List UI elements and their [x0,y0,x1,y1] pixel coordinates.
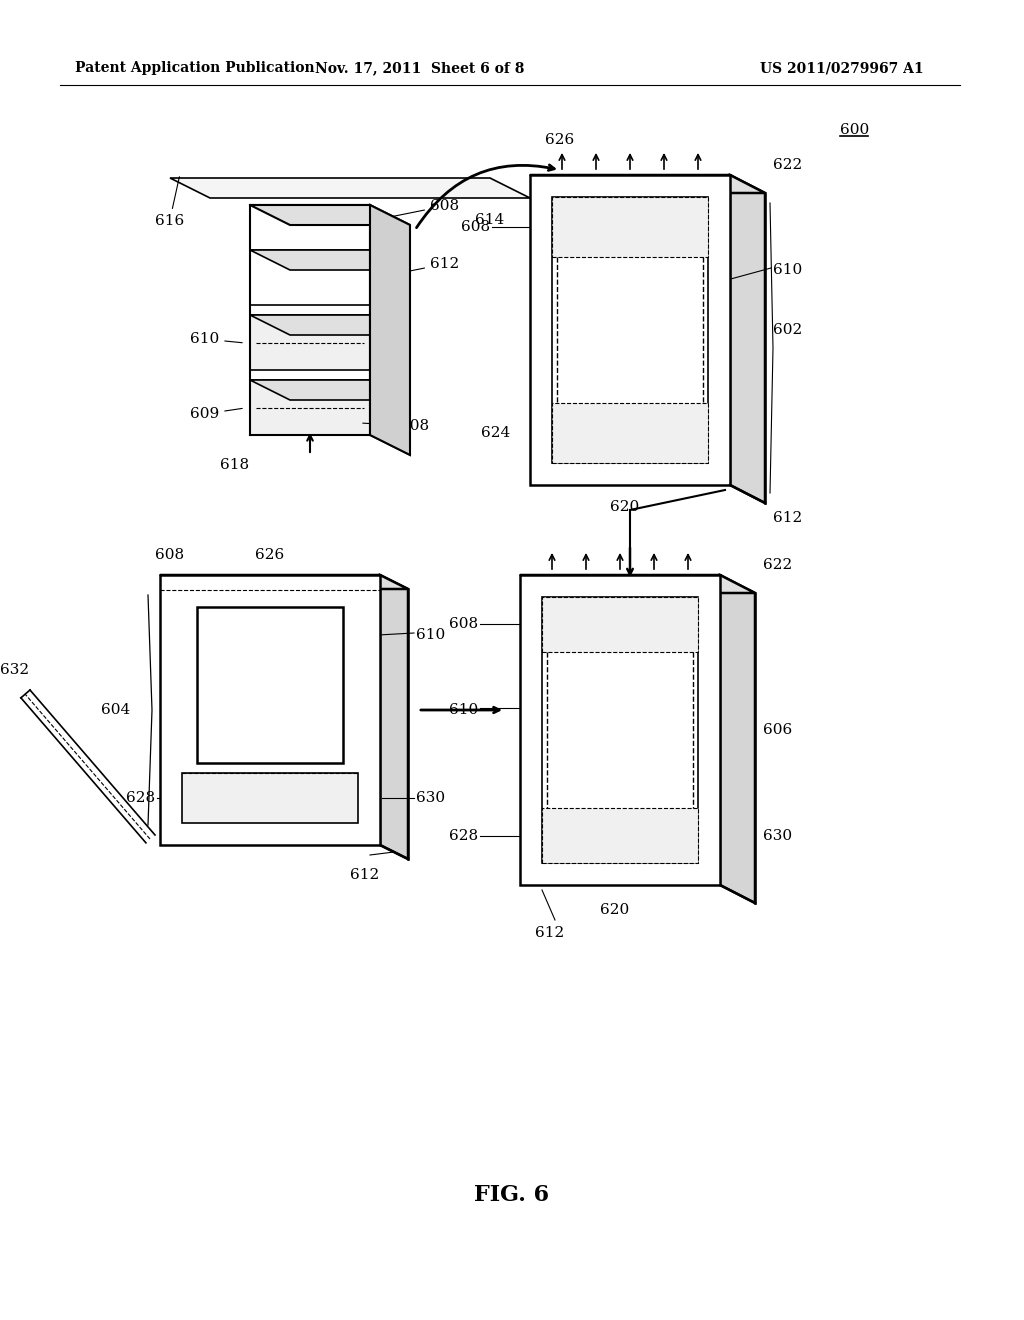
Text: 608: 608 [449,616,478,631]
Text: Patent Application Publication: Patent Application Publication [75,61,314,75]
Bar [552,197,708,257]
Polygon shape [250,315,370,370]
Polygon shape [250,380,370,436]
Text: 609: 609 [190,407,243,421]
Text: 620: 620 [600,903,630,917]
Polygon shape [250,205,410,224]
Text: 614: 614 [475,213,504,227]
Text: 630: 630 [416,791,445,805]
Text: 612: 612 [378,257,459,277]
Polygon shape [730,176,765,503]
Text: 608: 608 [378,199,459,219]
Bar [542,808,698,863]
Text: 624: 624 [187,808,216,822]
Bar [542,597,698,863]
Text: 626: 626 [545,133,574,147]
Polygon shape [160,576,408,589]
Text: 600: 600 [840,123,869,137]
Bar [552,403,708,463]
Text: US 2011/0279967 A1: US 2011/0279967 A1 [760,61,924,75]
Text: 622: 622 [763,558,793,572]
Polygon shape [520,576,755,593]
Text: 612: 612 [535,927,564,940]
Text: 626: 626 [255,548,285,562]
Text: 616: 616 [155,177,184,228]
Polygon shape [170,178,530,198]
Bar [182,774,358,822]
Text: 632: 632 [0,663,29,677]
Text: 628: 628 [126,791,155,805]
Text: 602: 602 [773,323,802,337]
Text: 628: 628 [449,829,478,843]
Text: 612: 612 [773,511,802,525]
Bar [530,176,730,484]
Polygon shape [370,380,410,455]
Text: 608: 608 [155,548,184,562]
Bar [520,576,720,884]
Polygon shape [530,176,765,193]
Text: Nov. 17, 2011  Sheet 6 of 8: Nov. 17, 2011 Sheet 6 of 8 [315,61,524,75]
Text: 612: 612 [350,869,379,882]
Text: 622: 622 [773,158,802,172]
Polygon shape [250,380,410,400]
Bar [542,597,698,652]
Text: 624: 624 [480,426,510,440]
Text: 604: 604 [100,704,130,717]
Text: 618: 618 [220,458,249,473]
Polygon shape [380,576,408,859]
Text: FIG. 6: FIG. 6 [474,1184,550,1206]
Polygon shape [720,576,755,903]
Polygon shape [250,249,410,271]
Polygon shape [250,315,410,335]
Text: 608: 608 [362,418,429,433]
Bar [160,576,380,845]
Text: 610: 610 [773,263,802,277]
Bar [197,607,343,763]
Text: 620: 620 [610,500,640,513]
Polygon shape [250,249,370,305]
Text: 630: 630 [763,829,793,843]
Text: 608: 608 [461,220,490,234]
Polygon shape [370,205,410,455]
Text: 610: 610 [416,628,445,642]
Text: 606: 606 [763,723,793,737]
Bar [552,197,708,463]
Text: 610: 610 [449,704,478,717]
Text: 610: 610 [190,333,243,346]
Polygon shape [370,249,410,325]
Polygon shape [370,315,410,389]
